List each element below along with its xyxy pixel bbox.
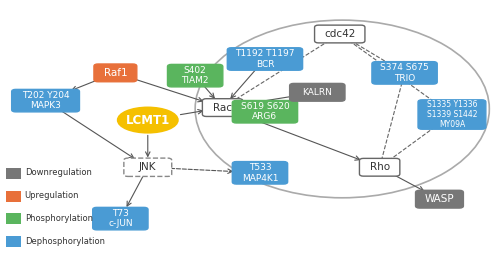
FancyBboxPatch shape [290,83,345,101]
Text: KALRN: KALRN [302,88,332,97]
FancyBboxPatch shape [232,100,298,123]
FancyBboxPatch shape [124,158,172,176]
Text: T1192 T1197
BCR: T1192 T1197 BCR [235,49,294,69]
Text: WASP: WASP [424,194,454,204]
Text: LCMT1: LCMT1 [126,114,170,127]
Text: S1335 Y1336
S1339 S1442
MY09A: S1335 Y1336 S1339 S1442 MY09A [426,100,477,129]
FancyBboxPatch shape [228,48,302,70]
FancyBboxPatch shape [232,162,287,184]
FancyBboxPatch shape [6,168,20,179]
FancyBboxPatch shape [6,191,20,202]
Text: S619 S620
ARG6: S619 S620 ARG6 [240,102,290,121]
Text: T73
c-JUN: T73 c-JUN [108,209,132,228]
Text: Phosphorylation: Phosphorylation [24,214,92,223]
FancyBboxPatch shape [416,190,464,208]
Text: JNK: JNK [139,162,156,172]
Text: cdc42: cdc42 [324,29,356,39]
FancyBboxPatch shape [6,236,20,247]
FancyBboxPatch shape [418,100,486,129]
FancyBboxPatch shape [314,25,365,43]
Text: Downregulation: Downregulation [24,168,92,177]
FancyBboxPatch shape [6,213,20,224]
Text: Raf1: Raf1 [104,68,127,78]
Text: Dephosphorylation: Dephosphorylation [24,237,104,246]
Text: Upregulation: Upregulation [24,191,79,200]
Text: T202 Y204
MAPK3: T202 Y204 MAPK3 [22,91,70,110]
FancyBboxPatch shape [360,158,400,176]
Text: S402
TIAM2: S402 TIAM2 [182,66,209,85]
Ellipse shape [118,108,178,133]
FancyBboxPatch shape [372,62,437,84]
Text: Rac: Rac [213,103,232,112]
FancyBboxPatch shape [168,64,223,87]
Text: S374 S675
TRIO: S374 S675 TRIO [380,63,429,83]
Text: T533
MAP4K1: T533 MAP4K1 [242,163,278,182]
FancyBboxPatch shape [12,89,80,112]
FancyBboxPatch shape [94,64,137,82]
FancyBboxPatch shape [92,207,148,230]
Text: Rho: Rho [370,162,390,172]
FancyBboxPatch shape [202,99,243,116]
